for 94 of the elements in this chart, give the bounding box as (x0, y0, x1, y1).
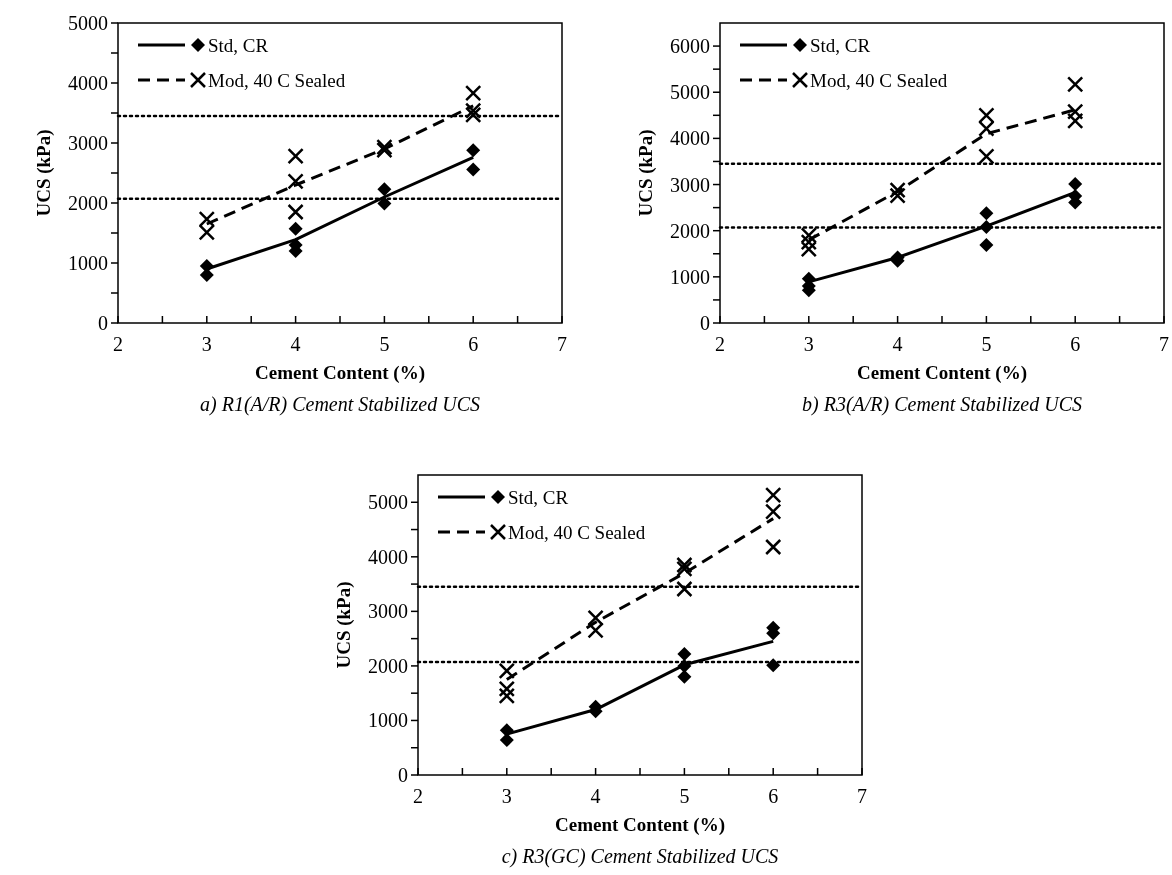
point (377, 182, 392, 197)
x-tick-label: 2 (413, 785, 423, 807)
point (676, 556, 693, 574)
x-axis-title: Cement Content (%) (555, 814, 725, 836)
y-tick-label: 1000 (368, 709, 408, 732)
point (288, 221, 303, 236)
point (377, 196, 392, 211)
point (979, 238, 994, 252)
x-tick-label: 5 (679, 785, 690, 807)
point (287, 173, 304, 190)
y-tick-label: 0 (98, 312, 108, 334)
point (764, 486, 782, 504)
x-tick-label: 2 (113, 333, 123, 355)
x-tick-label: 6 (468, 333, 479, 355)
y-tick-label: 4000 (368, 545, 408, 568)
x-tick-label: 4 (290, 333, 301, 355)
point (1066, 103, 1084, 120)
point (764, 503, 782, 520)
point (800, 240, 818, 258)
point (587, 609, 604, 627)
x-axis-title: Cement Content (%) (857, 362, 1027, 384)
y-axis-title: UCS (kPa) (635, 129, 657, 217)
point (464, 84, 482, 102)
y-tick-label: 5000 (368, 491, 408, 514)
y-tick-label: 2000 (368, 654, 408, 677)
legend-label: Std, CR (508, 486, 569, 508)
point (764, 538, 782, 556)
legend-label: Mod, 40 C Sealed (508, 521, 646, 543)
x-tick-label: 7 (857, 785, 867, 807)
y-tick-label: 5000 (670, 81, 710, 104)
point (889, 181, 906, 199)
point (498, 662, 516, 680)
point (287, 147, 304, 165)
legend-label: Std, CR (810, 34, 871, 56)
point (978, 107, 995, 124)
x-axis-title: Cement Content (%) (255, 362, 425, 384)
point (466, 143, 481, 158)
y-tick-label: 3000 (68, 132, 108, 154)
point (889, 187, 906, 204)
point (499, 733, 514, 748)
y-tick-label: 0 (700, 312, 710, 334)
x-tick-label: 3 (501, 785, 512, 807)
point (800, 233, 818, 251)
point (1066, 76, 1084, 93)
x-tick-label: 7 (1159, 333, 1169, 355)
x-tick-label: 4 (590, 785, 601, 807)
point (766, 658, 781, 673)
x-tick-label: 2 (715, 333, 725, 355)
y-tick-label: 4000 (68, 72, 108, 94)
y-tick-label: 4000 (670, 127, 710, 150)
y-tick-label: 6000 (670, 35, 710, 58)
point (676, 580, 693, 598)
y-axis-title: UCS (kPa) (333, 581, 355, 669)
point (464, 106, 482, 124)
x-tick-label: 5 (981, 333, 992, 355)
y-axis-title: UCS (kPa) (33, 129, 55, 217)
text: c) R3(GC) Cement Stabilized UCS (501, 845, 779, 868)
point (587, 622, 604, 639)
point (1066, 112, 1084, 130)
y-tick-label: 1000 (68, 252, 108, 274)
x-tick-label: 5 (379, 333, 390, 355)
x-tick-label: 3 (803, 333, 814, 355)
point (198, 224, 216, 241)
x-tick-label: 6 (1070, 333, 1081, 355)
point (198, 210, 216, 228)
legend-label: Mod, 40 C Sealed (208, 69, 346, 91)
y-tick-label: 5000 (68, 12, 108, 34)
point (677, 669, 692, 684)
y-tick-label: 3000 (670, 173, 710, 196)
point (676, 560, 693, 578)
text: a) R1(A/R) Cement Stabilized UCS (200, 393, 480, 416)
text: b) R3(A/R) Cement Stabilized UCS (802, 393, 1082, 416)
point (498, 687, 516, 705)
point (498, 680, 516, 698)
point (979, 206, 994, 221)
legend-label: Mod, 40 C Sealed (810, 69, 948, 91)
y-tick-label: 3000 (368, 600, 408, 623)
y-tick-label: 0 (398, 764, 408, 786)
point (800, 227, 818, 244)
y-tick-label: 2000 (68, 192, 108, 214)
x-tick-label: 6 (768, 785, 779, 807)
legend-label: Std, CR (208, 34, 269, 56)
x-tick-label: 3 (201, 333, 212, 355)
point (677, 646, 692, 661)
x-tick-label: 7 (557, 333, 567, 355)
y-tick-label: 2000 (670, 219, 710, 242)
point (1068, 177, 1083, 192)
y-tick-label: 1000 (670, 265, 710, 288)
point (287, 203, 304, 221)
point (199, 268, 214, 282)
point (978, 120, 995, 137)
x-tick-label: 4 (892, 333, 903, 355)
point (466, 162, 481, 177)
point (978, 148, 995, 165)
